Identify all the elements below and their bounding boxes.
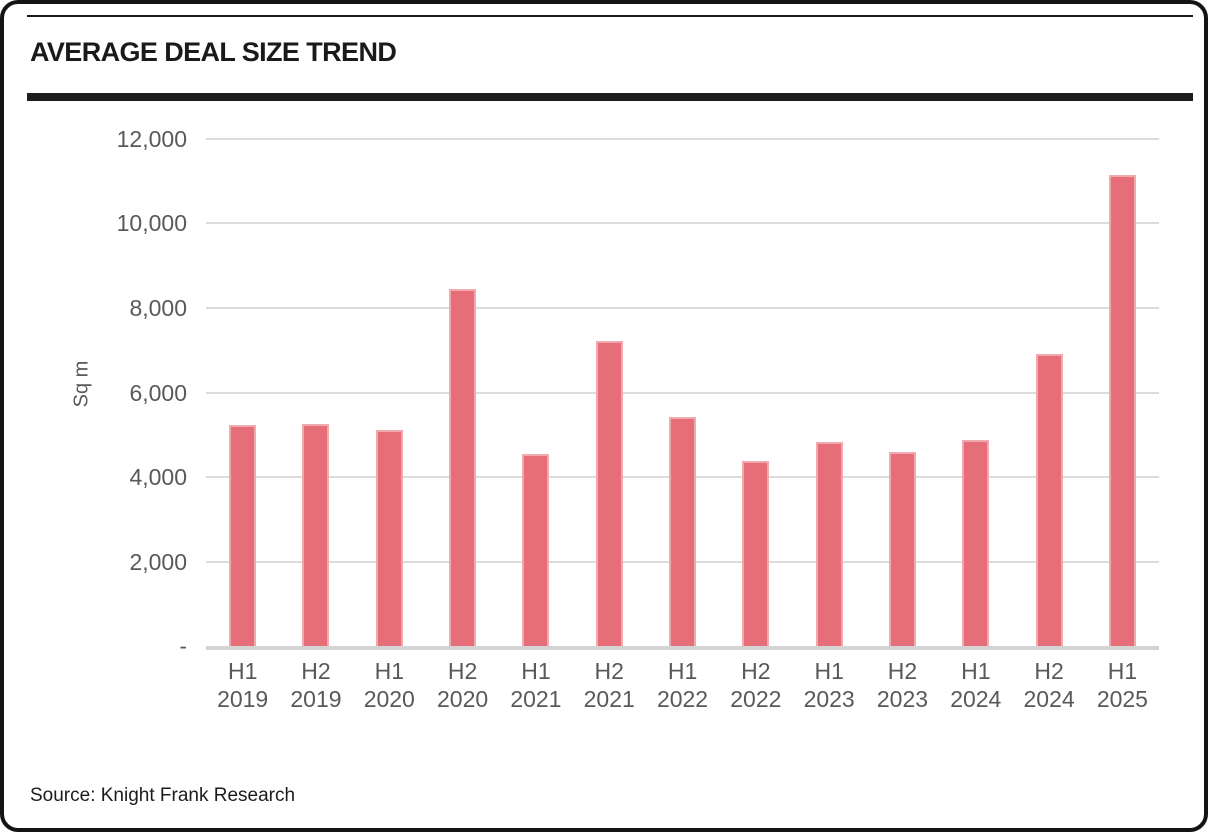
x-axis-tick-h2-2024: H2 2024 xyxy=(1023,658,1075,712)
bar-slot-h1-2020 xyxy=(353,139,426,646)
bar-slot-h1-2022 xyxy=(646,139,719,646)
x-axis-tick-h1-2025: H1 2025 xyxy=(1096,658,1148,712)
y-axis-tick-2000: 2,000 xyxy=(129,548,187,575)
gridline-10000 xyxy=(206,222,1159,225)
plot-area xyxy=(206,138,1159,650)
x-axis-tick-h1-2022: H1 2022 xyxy=(656,658,709,712)
bar-h1-2020 xyxy=(375,430,403,646)
title-divider-bar xyxy=(27,93,1193,101)
bars-group xyxy=(206,139,1159,646)
bar-slot-h1-2025 xyxy=(1086,139,1159,646)
bar-slot-h2-2022 xyxy=(719,139,792,646)
x-axis-tick-h1-2023: H1 2023 xyxy=(803,658,855,712)
bar-h1-2024 xyxy=(962,439,990,646)
bar-slot-h2-2019 xyxy=(279,139,352,646)
bar-slot-h2-2021 xyxy=(573,139,646,646)
bar-h2-2024 xyxy=(1035,354,1063,646)
x-axis-tick-h1-2021: H1 2021 xyxy=(510,658,562,712)
bar-slot-h1-2024 xyxy=(939,139,1012,646)
x-axis-tick-h2-2023: H2 2023 xyxy=(876,658,929,712)
bar-h1-2025 xyxy=(1108,174,1136,646)
x-axis-tick-h2-2022: H2 2022 xyxy=(730,658,782,712)
x-axis-ticks: H1 2019 H2 2019 H1 2020 H2 2020 H1 2021 H2 2021 H1 20… xyxy=(206,657,1159,713)
bar-h2-2021 xyxy=(595,340,623,646)
bar-h1-2019 xyxy=(229,425,257,646)
bar-slot-h1-2021 xyxy=(499,139,572,646)
bar-h1-2021 xyxy=(522,454,550,646)
y-axis-tick-6000: 6,000 xyxy=(129,379,187,406)
y-axis-tick-8000: 8,000 xyxy=(129,294,187,321)
bar-h2-2022 xyxy=(742,461,770,646)
bar-slot-h1-2019 xyxy=(206,139,279,646)
x-axis-tick-h1-2020: H1 2020 xyxy=(363,658,415,712)
bar-h2-2019 xyxy=(302,423,330,646)
y-axis-ticks: 12,000 10,000 8,000 6,000 4,000 2,000 - xyxy=(4,126,187,659)
bar-slot-h2-2024 xyxy=(1012,139,1085,646)
chart-title: AVERAGE DEAL SIZE TREND xyxy=(30,37,397,67)
gridline-12000 xyxy=(206,138,1159,140)
y-axis-tick-4000: 4,000 xyxy=(129,463,187,490)
source-note: Source: Knight Frank Research xyxy=(30,785,296,806)
top-rule xyxy=(27,15,1193,17)
y-axis-tick-10000: 10,000 xyxy=(116,210,187,237)
x-axis-tick-h2-2021: H2 2021 xyxy=(583,658,635,712)
x-axis-tick-h2-2020: H2 2020 xyxy=(437,658,489,712)
x-axis-tick-h1-2024: H1 2024 xyxy=(950,658,1002,712)
y-axis-tick-12000: 12,000 xyxy=(116,126,187,152)
bar-slot-h2-2023 xyxy=(866,139,939,646)
gridline-6000 xyxy=(206,391,1159,394)
x-axis-tick-h1-2019: H1 2019 xyxy=(217,658,269,712)
bar-slot-h2-2020 xyxy=(426,139,499,646)
bar-h1-2023 xyxy=(815,441,843,646)
bar-h1-2022 xyxy=(669,417,697,646)
bar-slot-h1-2023 xyxy=(793,139,866,646)
y-axis-tick-0: - xyxy=(179,633,187,659)
bar-h2-2020 xyxy=(449,289,477,646)
gridline-8000 xyxy=(206,306,1159,309)
x-axis-tick-h2-2019: H2 2019 xyxy=(290,658,342,712)
bar-h2-2023 xyxy=(888,452,916,646)
